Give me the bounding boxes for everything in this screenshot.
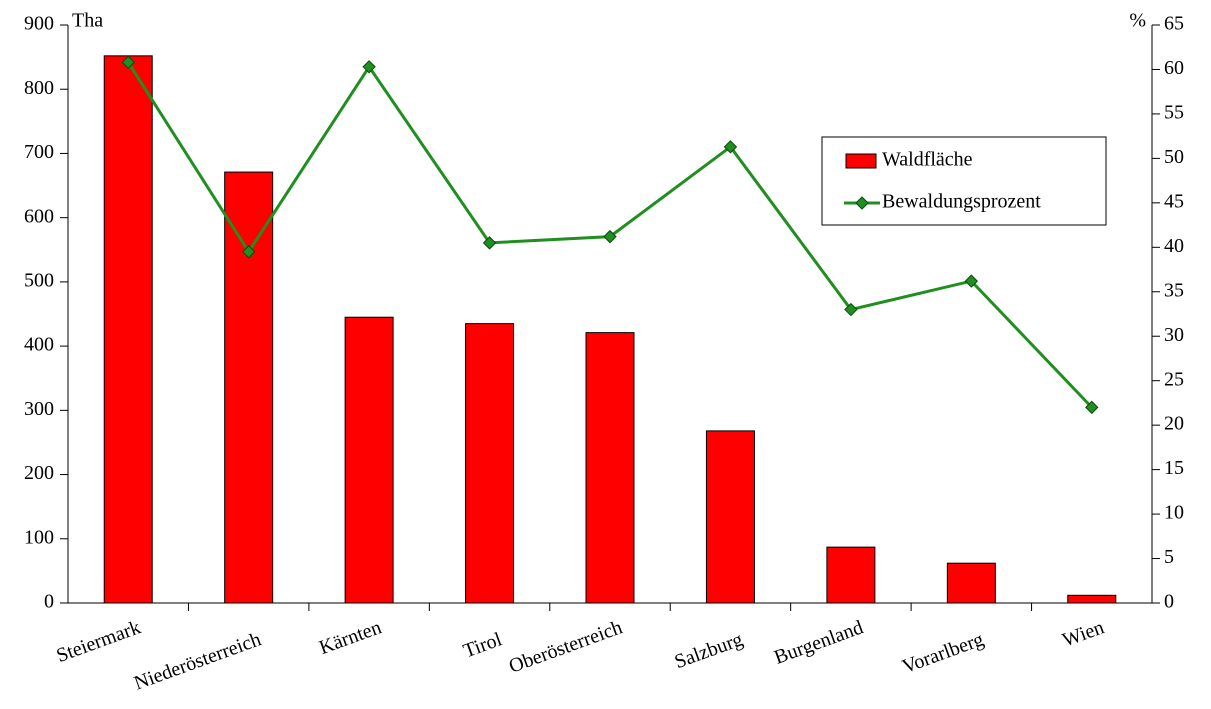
y2-tick-label: 40 [1164,235,1184,257]
y-tick-label: 400 [24,334,54,356]
y-axis-label: Tha [72,10,103,32]
y-tick-label: 700 [24,141,54,163]
y-tick-label: 300 [24,398,54,420]
y2-tick-label: 60 [1164,57,1184,79]
bar [103,55,153,604]
legend-marker [855,196,869,210]
y2-axis-label: % [1129,10,1146,32]
marker [362,60,376,74]
bar [465,323,515,604]
bar [826,546,876,604]
x-tick-label: Niederösterreich [131,628,264,694]
x-tick-label: Oberösterreich [506,616,625,677]
marker [482,236,497,250]
x-tick-label: Tirol [460,628,505,662]
bar [224,171,274,604]
legend-box [821,136,1107,226]
x-tick-label: Salzburg [672,628,746,673]
bar [705,430,755,604]
y2-tick-label: 10 [1164,502,1184,524]
legend-label: Bewaldungsprozent [882,191,1041,213]
x-tick-label: Kärnten [316,616,384,659]
legend-swatch [845,153,877,169]
y2-tick-label: 25 [1164,368,1184,390]
y-tick-label: 200 [24,462,54,484]
y2-tick-label: 15 [1164,457,1184,479]
x-tick-label: Vorarlberg [899,628,986,678]
bar [946,562,996,604]
x-tick-label: Steiermark [54,616,144,667]
y2-tick-label: 30 [1164,324,1184,346]
marker [241,245,256,259]
legend-label: Waldfläche [882,149,973,171]
marker [844,302,858,317]
marker [121,55,135,70]
y2-tick-label: 50 [1164,146,1184,168]
y2-tick-label: 5 [1164,546,1174,568]
y-tick-label: 500 [24,269,54,291]
y2-tick-label: 0 [1164,591,1174,613]
y-tick-label: 0 [44,591,54,613]
marker [723,140,738,154]
marker [964,274,979,288]
y2-tick-label: 65 [1164,13,1184,35]
y-tick-label: 600 [24,205,54,227]
y2-tick-label: 35 [1164,279,1184,301]
y-tick-label: 800 [24,77,54,99]
bar [585,332,635,604]
x-tick-label: Wien [1060,616,1107,651]
y-tick-label: 100 [24,526,54,548]
marker [603,229,617,244]
bar [344,316,394,604]
x-tick-label: Burgenland [771,616,866,668]
y2-tick-label: 55 [1164,102,1184,124]
bar [1067,594,1117,604]
y2-tick-label: 45 [1164,190,1184,212]
y2-tick-label: 20 [1164,413,1184,435]
marker [1085,400,1099,415]
y-tick-label: 900 [24,13,54,35]
